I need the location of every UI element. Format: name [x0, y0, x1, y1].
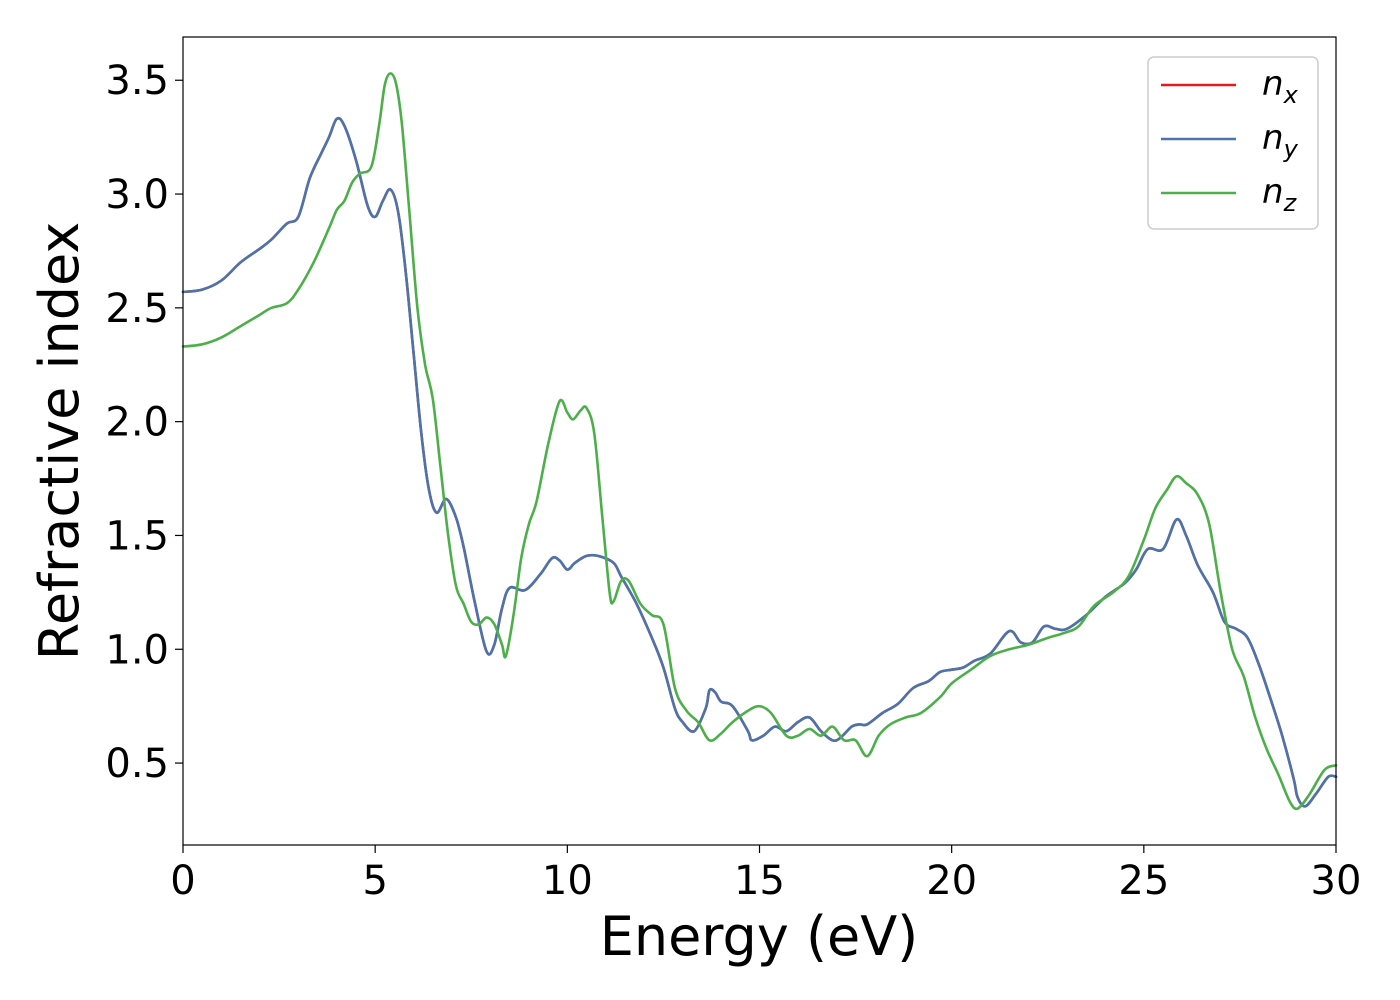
- y-tick-label: 3.5: [105, 58, 169, 104]
- y-tick-label: 3.0: [105, 172, 169, 218]
- series-line-ny: [181, 116, 1338, 808]
- x-axis: 0 5 10 15 20 25 30: [170, 845, 1361, 904]
- x-axis-title: Energy (eV): [600, 905, 919, 968]
- y-axis-title: Refractive index: [28, 222, 91, 661]
- y-tick-label: 2.0: [105, 400, 169, 446]
- x-tick-label: 10: [542, 858, 593, 904]
- y-tick-label: 2.5: [105, 286, 169, 332]
- y-tick-label: 0.5: [105, 741, 169, 787]
- series-line-nz: [181, 72, 1338, 811]
- legend-box: [1147, 56, 1319, 230]
- x-tick-label: 20: [926, 858, 977, 904]
- x-tick-label: 30: [1311, 858, 1362, 904]
- legend-label-ny: ny: [1262, 118, 1299, 163]
- x-tick-label: 15: [734, 858, 785, 904]
- y-axis: 0.5 1.0 1.5 2.0 2.5 3.0 3.5: [105, 58, 183, 787]
- x-tick-label: 25: [1118, 858, 1169, 904]
- legend-label-nx: nx: [1262, 64, 1299, 109]
- legend: nx ny nz: [1147, 56, 1319, 230]
- legend-label-nz: nz: [1262, 172, 1298, 217]
- y-tick-label: 1.5: [105, 513, 169, 559]
- y-tick-label: 1.0: [105, 627, 169, 673]
- x-tick-label: 0: [170, 858, 195, 904]
- series-layer: [181, 72, 1338, 811]
- x-tick-label: 5: [362, 858, 387, 904]
